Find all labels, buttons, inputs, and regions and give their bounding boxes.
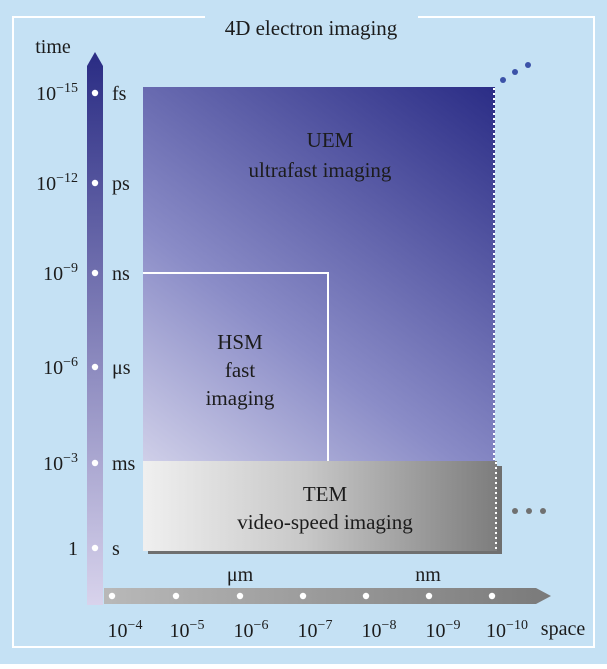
time-axis-label: time bbox=[35, 36, 71, 58]
dot bbox=[500, 77, 506, 83]
uem-sublabel: ultrafast imaging bbox=[249, 158, 392, 182]
dot bbox=[512, 508, 518, 514]
time-tick-dot bbox=[91, 89, 99, 97]
tem-continuation-dots bbox=[512, 508, 546, 514]
space-tick-label: 10−8 bbox=[362, 618, 397, 642]
time-tick-dot bbox=[91, 269, 99, 277]
tem-label: TEM bbox=[303, 482, 348, 506]
time-tick-dot bbox=[91, 363, 99, 371]
tem-sublabel: video-speed imaging bbox=[237, 510, 413, 534]
unit-label-um: μm bbox=[227, 564, 254, 586]
hsm-label: HSM bbox=[217, 330, 263, 354]
time-tick-unit: ps bbox=[112, 173, 130, 195]
space-axis-label: space bbox=[541, 618, 586, 640]
space-tick-label: 10−6 bbox=[234, 618, 269, 642]
space-tick-dot bbox=[172, 592, 180, 600]
time-tick-dot bbox=[91, 459, 99, 467]
hsm-region-outline bbox=[143, 272, 329, 462]
unit-label-nm: nm bbox=[415, 564, 441, 586]
time-tick-dot bbox=[91, 544, 99, 552]
uem-region bbox=[143, 87, 495, 465]
space-tick-dot bbox=[362, 592, 370, 600]
space-axis-ticks: 10−4 10−5 10−6 10−7 10−8 10−9 10−10 bbox=[108, 592, 528, 642]
time-tick-exponent: 10−15 bbox=[36, 81, 78, 105]
time-axis-arrow bbox=[87, 52, 103, 605]
space-tick-dot bbox=[108, 592, 116, 600]
space-tick-dot bbox=[299, 592, 307, 600]
space-tick-label: 10−10 bbox=[486, 618, 528, 642]
space-tick-label: 10−5 bbox=[170, 618, 205, 642]
time-tick-unit: s bbox=[112, 538, 120, 560]
frame-border bbox=[12, 16, 595, 648]
hsm-sublabel-2: imaging bbox=[206, 386, 275, 410]
time-tick-exponent: 10−12 bbox=[36, 171, 78, 195]
dot bbox=[512, 69, 518, 75]
time-tick-unit: ns bbox=[112, 263, 130, 285]
dot bbox=[540, 508, 546, 514]
space-tick-dot bbox=[236, 592, 244, 600]
space-tick-dot bbox=[488, 592, 496, 600]
diagram-title: 4D electron imaging bbox=[225, 16, 398, 40]
space-tick-label: 10−9 bbox=[426, 618, 461, 642]
uem-continuation-dots bbox=[500, 62, 531, 83]
time-tick-unit: fs bbox=[112, 83, 127, 105]
time-axis-ticks: 10−15 fs 10−12 ps 10−9 ns 10−6 μs 10−3 ms 1 s bbox=[36, 81, 135, 560]
time-tick-dot bbox=[91, 179, 99, 187]
time-tick-exponent: 1 bbox=[68, 538, 78, 560]
time-tick-unit: μs bbox=[112, 357, 131, 379]
tem-region bbox=[143, 461, 497, 551]
dot bbox=[525, 62, 531, 68]
time-tick-unit: ms bbox=[112, 453, 136, 475]
space-tick-dot bbox=[425, 592, 433, 600]
time-tick-exponent: 10−3 bbox=[43, 451, 78, 475]
time-tick-exponent: 10−9 bbox=[43, 261, 78, 285]
space-tick-label: 10−7 bbox=[298, 618, 333, 642]
uem-label: UEM bbox=[307, 128, 354, 152]
dot bbox=[526, 508, 532, 514]
hsm-sublabel-1: fast bbox=[225, 358, 255, 382]
space-axis-arrow bbox=[104, 588, 551, 604]
space-tick-label: 10−4 bbox=[108, 618, 143, 642]
time-tick-exponent: 10−6 bbox=[43, 355, 78, 379]
